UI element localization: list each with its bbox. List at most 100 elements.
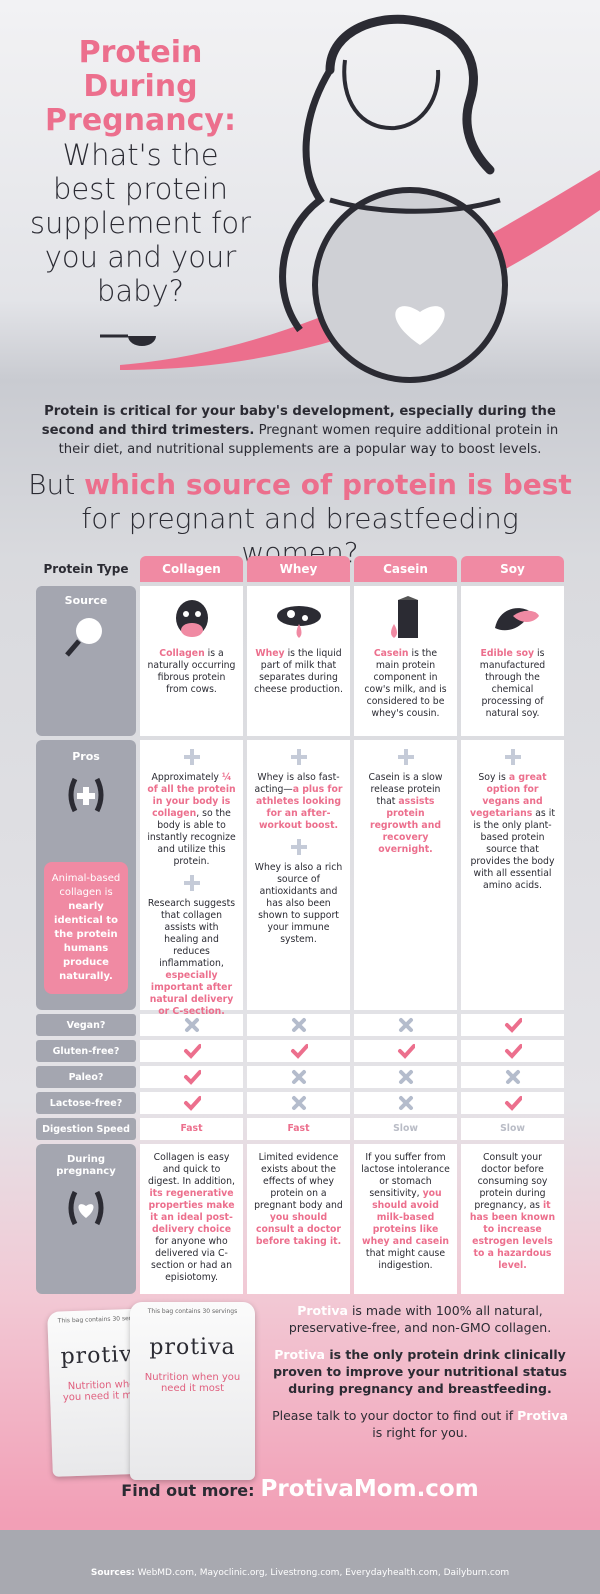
text-segment: is the liquid part of milk that separate…: [254, 648, 343, 695]
text-segment: Casein is a slow release protein that: [368, 772, 443, 807]
check-cell: [247, 1066, 350, 1088]
pros-text: Whey is also fast-acting—a plus for athl…: [254, 772, 343, 832]
source-icon: [494, 608, 539, 631]
digestion-cell: Slow: [354, 1118, 457, 1140]
highlight: Collagen: [159, 648, 205, 659]
check-icon: [290, 1044, 308, 1059]
plus-icon: [183, 749, 200, 765]
comparison-table: Protein Type Collagen Whey Casein Soy Source C…: [36, 556, 564, 1294]
back: [279, 68, 334, 333]
pros-cell: Whey is also fast-acting—a plus for athl…: [247, 740, 350, 1010]
product-paragraph: Protiva is made with 100% all natural, p…: [270, 1302, 570, 1336]
plus-icon: [504, 749, 521, 765]
text-segment: But: [28, 468, 85, 501]
title: Protein During Pregnancy: What's the bes…: [28, 35, 253, 309]
magnifier-icon: [65, 618, 102, 657]
header-art: [100, 14, 600, 383]
row-label: Digestion Speed: [36, 1118, 136, 1140]
column-header: Soy: [461, 556, 564, 582]
check-cell: [247, 1014, 350, 1036]
title-emphasis: Protein During Pregnancy:: [45, 35, 236, 138]
cross-icon: [291, 1096, 306, 1110]
highlight: a plus for athletes looking for an after…: [256, 784, 343, 831]
product-paragraph: Please talk to your doctor to find out i…: [270, 1407, 570, 1441]
text-segment: as it is the only plant-based protein so…: [470, 808, 555, 891]
highlight: which source of protein is best: [84, 468, 572, 501]
cross-icon: [398, 1018, 413, 1032]
source-cell: Edible soy is manufactured through the c…: [461, 586, 564, 736]
pregnancy-text: Limited evidence exists about the effect…: [254, 1152, 343, 1248]
pregnancy-text: Collagen is easy and quick to digest. In…: [147, 1152, 236, 1284]
check-icon: [504, 1044, 522, 1059]
highlight: you should consult a doctor before takin…: [255, 1212, 342, 1247]
sources-list: WebMD.com, Mayoclinic.org, Livestrong.co…: [137, 1568, 510, 1578]
check-cell: [461, 1066, 564, 1088]
heart: [395, 306, 445, 345]
belly: [312, 187, 508, 383]
text-segment: Collagen is easy and quick to digest. In…: [148, 1152, 235, 1187]
check-cell: [140, 1092, 243, 1114]
pros-text: Soy is a great option for vegans and veg…: [468, 772, 557, 892]
text-segment: is the only protein drink clinically pro…: [273, 1347, 567, 1396]
plus-icon: [68, 777, 104, 813]
pros-cell: Soy is a great option for vegans and veg…: [461, 740, 564, 1010]
text-segment: is manufactured through the chemical pro…: [479, 648, 546, 719]
digestion-cell: Slow: [461, 1118, 564, 1140]
plus-icon: [290, 839, 307, 855]
plus-icon: [290, 749, 307, 765]
product-bag: This bag contains 30 servings protiva Nu…: [130, 1302, 255, 1480]
text-segment: Consult your doctor before consuming soy…: [474, 1152, 548, 1211]
plus-icon: [397, 749, 414, 765]
digestion-speed: Slow: [393, 1123, 418, 1134]
highlight: it has been known to increase estrogen l…: [469, 1200, 556, 1271]
product-paragraph: Protiva is the only protein drink clinic…: [270, 1346, 570, 1397]
row-label-text: Source: [64, 594, 108, 607]
text-segment: Please talk to your doctor to find out i…: [272, 1408, 518, 1423]
plus-icon: [183, 875, 200, 891]
text-segment: that might cause indigestion.: [365, 1248, 446, 1271]
arm: [329, 197, 501, 214]
check-icon: [504, 1018, 522, 1033]
check-cell: [461, 1040, 564, 1062]
pregnancy-text: If you suffer from lactose intolerance o…: [361, 1152, 450, 1272]
call-to-action: Find out more: ProtivaMom.com: [0, 1476, 600, 1502]
source-icon: [276, 606, 321, 638]
text-segment: for anyone who delivered via C-section o…: [151, 1236, 232, 1283]
row-label: During pregnancy: [36, 1144, 136, 1294]
row-label: Paleo?: [36, 1066, 136, 1088]
cross-icon: [291, 1018, 306, 1032]
sources: Sources: WebMD.com, Mayoclinic.org, Live…: [0, 1530, 600, 1594]
highlight: Protiva: [274, 1347, 325, 1362]
text-segment: is a naturally occurring fibrous protein…: [147, 648, 236, 695]
question: But which source of protein is best for …: [20, 468, 580, 570]
digestion-speed: Slow: [500, 1123, 525, 1134]
bag-tagline: Nutrition when you need it most: [144, 1372, 241, 1394]
highlight: a great option for vegans and vegetarian…: [470, 772, 547, 819]
text-segment: Animal-based collagen is: [51, 873, 121, 898]
highlight: nearly identical to the protein humans p…: [54, 901, 118, 982]
text-segment: is the main protein component in cow's m…: [364, 648, 447, 719]
digestion-speed: Fast: [287, 1123, 310, 1134]
pros-text: Casein is a slow release protein that as…: [361, 772, 450, 856]
source-text: Edible soy is manufactured through the c…: [468, 648, 557, 720]
check-cell: [354, 1014, 457, 1036]
source-text: Casein is the main protein component in …: [361, 648, 450, 720]
check-icon: [504, 1096, 522, 1111]
text-segment: If you suffer from lactose intolerance o…: [361, 1152, 450, 1199]
highlight: Casein: [373, 648, 409, 659]
highlight: Whey: [255, 648, 285, 659]
check-cell: [354, 1066, 457, 1088]
check-cell: [461, 1092, 564, 1114]
pros-text: Whey is also a rich source of antioxidan…: [254, 862, 343, 946]
row-label: Source: [36, 586, 136, 736]
row-label-text: During pregnancy: [56, 1154, 116, 1177]
check-cell: [140, 1066, 243, 1088]
source-cell: Whey is the liquid part of milk that sep…: [247, 586, 350, 736]
check-cell: [247, 1092, 350, 1114]
row-label: Vegan?: [36, 1014, 136, 1036]
highlight: you should avoid milk-based proteins lik…: [361, 1188, 450, 1247]
bag-brand: protiva: [149, 1335, 236, 1360]
row-label-text: Pros: [72, 750, 100, 763]
pros-cell: Casein is a slow release protein that as…: [354, 740, 457, 1010]
